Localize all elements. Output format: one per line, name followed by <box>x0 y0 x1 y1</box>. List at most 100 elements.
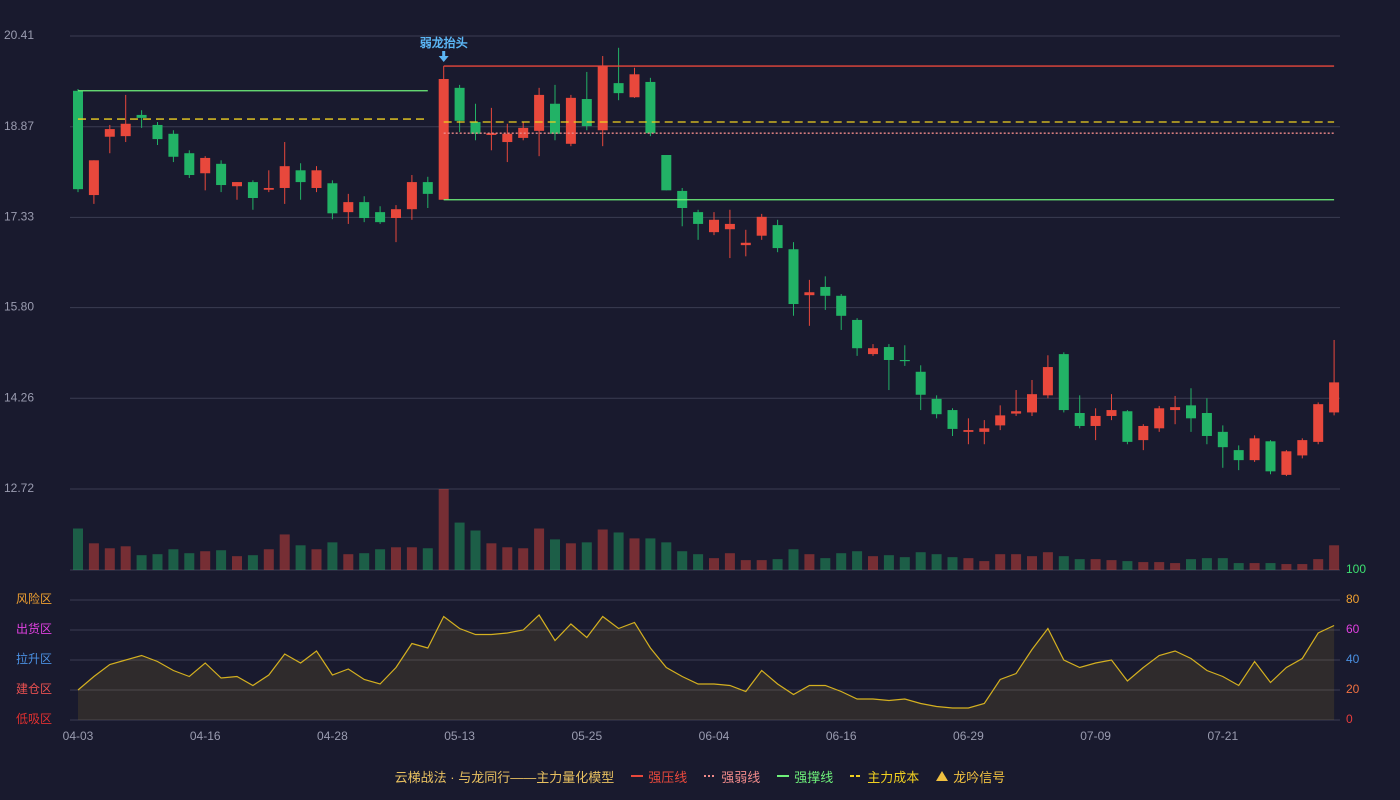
candle-body <box>1217 431 1228 448</box>
candle-body <box>1138 425 1149 441</box>
candle-body <box>359 202 370 219</box>
candle-body <box>1154 408 1165 429</box>
volume-bar <box>1233 563 1244 570</box>
candle-body <box>104 129 115 137</box>
y2-tick-label: 60 <box>1346 622 1360 636</box>
candle-body <box>629 74 640 98</box>
indicator-area <box>78 615 1335 720</box>
volume-bar <box>1281 564 1292 570</box>
volume-bar <box>693 554 704 570</box>
candle-body <box>247 182 258 198</box>
zone-label: 低吸区 <box>16 712 52 726</box>
y-tick-label: 18.87 <box>4 119 34 133</box>
volume-bar <box>947 557 958 570</box>
candle-body <box>852 319 863 349</box>
volume-bar <box>1042 552 1053 570</box>
indicator-line <box>77 614 1335 709</box>
candle-body <box>756 216 767 236</box>
legend-swatch <box>704 775 717 777</box>
volume-bar <box>534 528 545 570</box>
volume-bar <box>677 551 688 570</box>
candle-body <box>343 202 354 213</box>
volume-bar <box>247 555 258 570</box>
candle-body <box>1090 415 1101 426</box>
x-tick-label: 06-04 <box>699 729 730 743</box>
y2-tick-label: 100 <box>1346 562 1366 576</box>
candle-body <box>820 286 831 296</box>
volume-bar <box>629 538 640 570</box>
candle-body <box>152 124 163 140</box>
candle-body <box>1106 410 1117 416</box>
volume-bar <box>581 542 592 570</box>
volume-bar <box>597 529 608 570</box>
volume-bar <box>1058 556 1069 570</box>
candle-body <box>995 415 1006 426</box>
annotation: 弱龙抬头 <box>420 35 468 50</box>
candle-body <box>1265 441 1276 472</box>
volume-bar <box>550 539 560 570</box>
candle-body <box>216 163 227 186</box>
candle-body <box>263 187 274 190</box>
x-tick-label: 06-16 <box>826 729 857 743</box>
candle-body <box>502 133 513 143</box>
candle-body <box>724 223 735 230</box>
volume-bar <box>613 532 624 570</box>
y2-tick-label: 80 <box>1346 592 1360 606</box>
x-tick-label: 05-13 <box>444 729 475 743</box>
chart: 12.72 14.26 15.80 17.33 18.87 20.41 0 20 40 60 80 1… <box>4 28 1366 743</box>
legend-triangle <box>936 771 949 781</box>
volume-bar <box>1170 563 1181 570</box>
candle-body <box>232 182 242 187</box>
volume-bar <box>709 558 719 570</box>
volume-bar <box>661 542 672 570</box>
candle-body <box>740 242 751 246</box>
volume-bar <box>216 550 227 570</box>
volume-bar <box>740 560 751 570</box>
candle-body <box>1281 451 1292 475</box>
candle-body <box>534 94 545 131</box>
volume-bar <box>915 552 926 570</box>
x-tick-label: 06-29 <box>953 729 984 743</box>
y-tick-label: 14.26 <box>4 390 34 404</box>
volume-bar <box>820 558 831 570</box>
candle-body <box>1122 411 1133 442</box>
y-tick-label: 20.41 <box>4 28 34 42</box>
x-tick-label: 07-21 <box>1207 729 1238 743</box>
candle-body <box>1027 394 1037 413</box>
y-tick-label: 17.33 <box>4 210 34 224</box>
candle-body <box>120 123 131 137</box>
zone-label: 拉升区 <box>16 651 52 666</box>
legend-swatch <box>850 775 863 777</box>
volume-bar <box>279 534 290 570</box>
candle-body <box>804 292 815 296</box>
legend: 云梯战法 · 与龙同行——主力量化模型 强压线 强弱线 强撑线 主力成本 龙吟信号 <box>0 766 1400 786</box>
candle-body <box>1249 438 1260 461</box>
volume-bar <box>963 558 974 570</box>
candle-body <box>1186 405 1196 419</box>
candle-body <box>931 398 942 415</box>
legend-swatch <box>936 771 949 781</box>
volume-bar <box>470 530 481 570</box>
candle-body <box>184 153 195 176</box>
volume-bar <box>1138 562 1149 570</box>
candle-body <box>645 81 656 134</box>
y2-tick-label: 20 <box>1346 682 1360 696</box>
volume-bar <box>1090 559 1101 570</box>
legend-swatch <box>631 775 644 777</box>
candle-body <box>661 154 672 191</box>
volume-bar <box>788 549 799 570</box>
candle-body <box>200 157 211 174</box>
candle-body <box>613 83 624 94</box>
legend-item: 强撑线 <box>776 767 833 786</box>
legend-item: 强弱线 <box>703 767 760 786</box>
candle-body <box>1297 440 1308 456</box>
candle-body <box>788 249 799 305</box>
y2-tick-label: 40 <box>1346 652 1360 666</box>
candle-body <box>1011 411 1022 414</box>
candle-body <box>597 66 608 131</box>
volume-bar <box>295 545 306 570</box>
volume-bar <box>836 553 847 570</box>
volume-bar <box>375 549 386 570</box>
volume-bar <box>931 554 942 570</box>
candle-body <box>1058 354 1069 411</box>
